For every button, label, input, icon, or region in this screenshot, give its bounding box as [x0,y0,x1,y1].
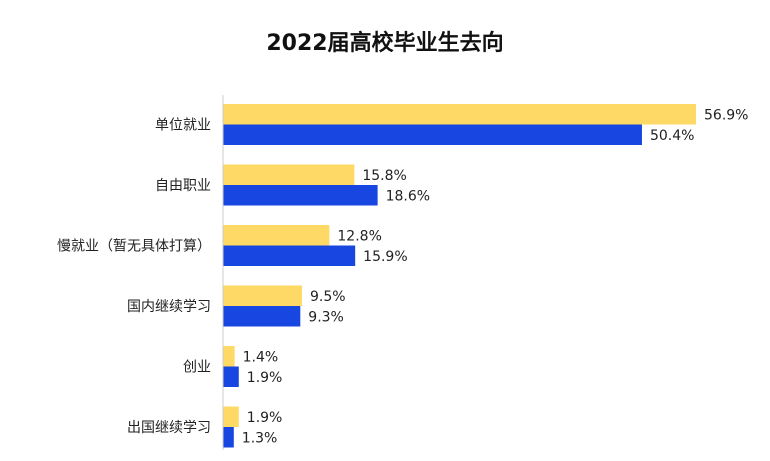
data-label: 9.5% [310,289,346,305]
bar-series-yellow [223,164,355,185]
bar-series-blue [223,306,301,327]
bar-series-yellow [223,406,239,427]
data-label: 1.9% [247,370,283,386]
bar-series-blue [223,366,239,387]
data-label: 12.8% [337,228,381,244]
plot-area: 单位就业 56.9% 50.4% 自由职业 15.8% 18.6% 慢就业（暂无具体打算） 1… [57,104,748,448]
category-label: 自由职业 [155,178,211,194]
bar-series-blue [223,185,378,206]
bar-series-yellow [223,104,696,125]
data-label: 15.9% [363,249,407,265]
category-label: 慢就业（暂无具体打算） [57,238,211,255]
bar-series-blue [223,427,234,448]
data-label: 1.4% [243,349,279,365]
category-label: 出国继续学习 [127,419,211,436]
data-label: 15.8% [362,168,406,184]
bar-series-yellow [223,225,330,246]
category-label: 创业 [183,360,211,376]
chart-title: 2022届高校毕业生去向 [266,30,503,56]
bar-series-blue [223,245,356,266]
data-label: 18.6% [386,188,430,204]
data-label: 50.4% [650,128,694,144]
data-label: 56.9% [704,107,748,123]
data-label: 1.9% [247,410,283,426]
category-label: 国内继续学习 [127,298,211,315]
data-label: 9.3% [308,309,344,325]
bar-series-yellow [223,346,235,367]
bar-series-blue [223,124,642,145]
data-label: 1.3% [242,430,278,446]
category-label: 单位就业 [155,118,211,134]
bar-series-yellow [223,285,302,306]
